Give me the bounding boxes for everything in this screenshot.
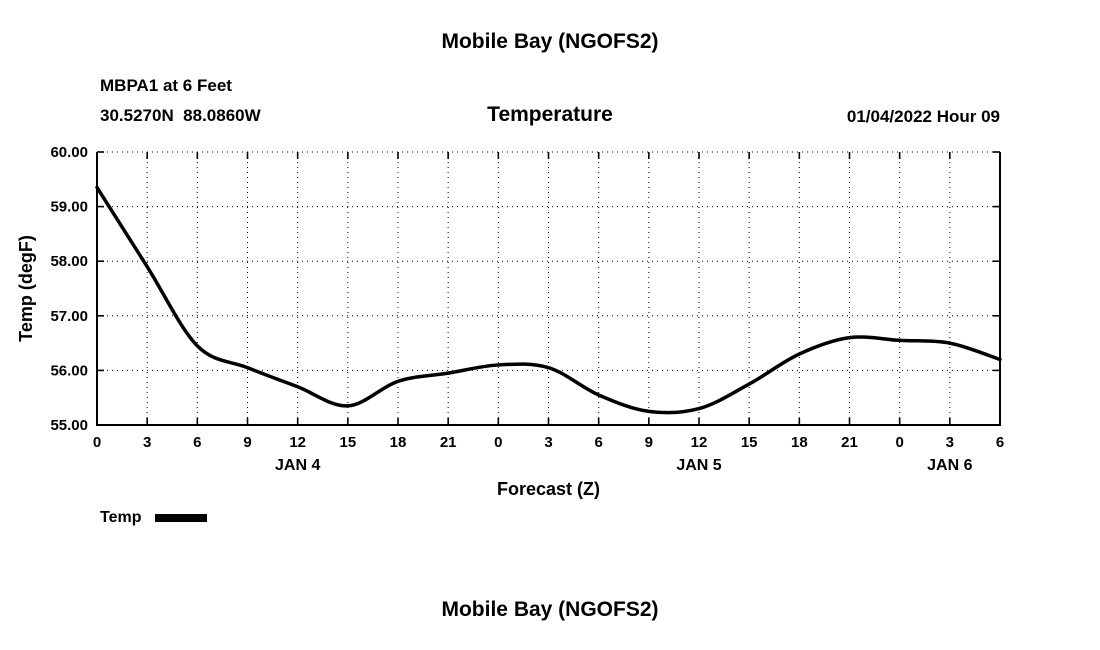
svg-text:59.00: 59.00 <box>50 199 88 216</box>
svg-text:JAN 4: JAN 4 <box>275 457 320 474</box>
svg-text:3: 3 <box>946 434 954 451</box>
svg-text:9: 9 <box>243 434 251 451</box>
svg-text:15: 15 <box>741 434 758 451</box>
footer-page-title: Mobile Bay (NGOFS2) <box>441 598 659 621</box>
svg-text:18: 18 <box>390 434 407 451</box>
svg-text:21: 21 <box>841 434 858 451</box>
station-coordinates: 30.5270N 88.0860W <box>100 106 261 125</box>
legend-label: Temp <box>100 509 142 526</box>
svg-text:12: 12 <box>691 434 708 451</box>
svg-text:6: 6 <box>594 434 602 451</box>
svg-text:18: 18 <box>791 434 808 451</box>
svg-text:Temp (degF): Temp (degF) <box>16 235 36 342</box>
svg-text:6: 6 <box>996 434 1004 451</box>
svg-text:55.00: 55.00 <box>50 417 88 434</box>
svg-text:9: 9 <box>645 434 653 451</box>
svg-text:3: 3 <box>143 434 151 451</box>
svg-text:15: 15 <box>339 434 356 451</box>
svg-text:Forecast (Z): Forecast (Z) <box>497 479 600 499</box>
svg-text:JAN 6: JAN 6 <box>927 457 972 474</box>
svg-text:12: 12 <box>289 434 306 451</box>
svg-text:58.00: 58.00 <box>50 253 88 270</box>
svg-text:57.00: 57.00 <box>50 308 88 325</box>
svg-text:0: 0 <box>494 434 502 451</box>
svg-text:0: 0 <box>93 434 101 451</box>
legend-line-swatch <box>155 514 208 522</box>
svg-text:3: 3 <box>544 434 552 451</box>
svg-text:0: 0 <box>895 434 903 451</box>
chart-legend: Temp <box>100 509 208 527</box>
page-title: Mobile Bay (NGOFS2) <box>441 30 659 53</box>
station-label: MBPA1 at 6 Feet <box>100 76 232 95</box>
chart-title: Temperature <box>487 103 613 126</box>
svg-text:21: 21 <box>440 434 457 451</box>
forecast-datetime: 01/04/2022 Hour 09 <box>846 107 1000 126</box>
svg-text:56.00: 56.00 <box>50 362 88 379</box>
svg-text:60.00: 60.00 <box>50 144 88 161</box>
svg-text:JAN 5: JAN 5 <box>676 457 721 474</box>
svg-text:6: 6 <box>193 434 201 451</box>
